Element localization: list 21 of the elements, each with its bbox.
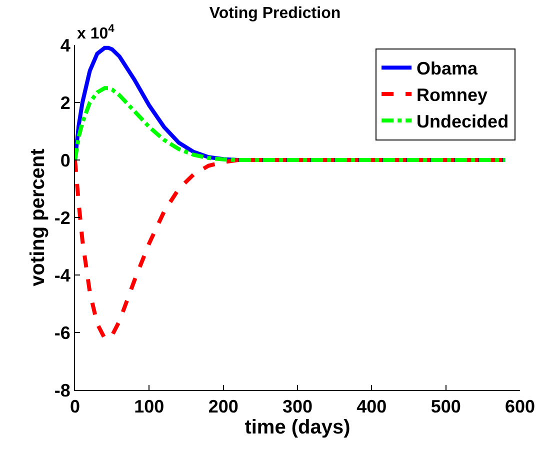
x-tick-label: 500 [430, 396, 461, 417]
chart-title: Voting Prediction [209, 4, 341, 22]
x-tick-label: 100 [134, 396, 164, 417]
x-tick-label: 600 [504, 396, 536, 417]
y-tick-label: -2 [54, 208, 70, 228]
legend-label: Obama [416, 58, 479, 79]
text: x 10$^{4}$ [77, 23, 116, 43]
x-tick-label: 200 [208, 396, 238, 417]
y-tick-label: -6 [54, 322, 70, 343]
x-axis-title: time (days) [244, 416, 350, 439]
x-tick-label: 400 [356, 396, 387, 417]
legend-label: Romney [416, 85, 488, 106]
x-tick-label: 300 [282, 396, 313, 417]
line-series [75, 86, 508, 162]
y-axis-title: voting percent [26, 148, 49, 286]
y-tick-label: 4 [60, 35, 70, 56]
legend-label: Undecided [416, 111, 509, 132]
y-tick-label: -4 [54, 265, 70, 286]
y-tick-label: -8 [54, 380, 70, 400]
y-tick-label: 2 [60, 92, 70, 113]
y-tick-label: 0 [60, 150, 70, 170]
